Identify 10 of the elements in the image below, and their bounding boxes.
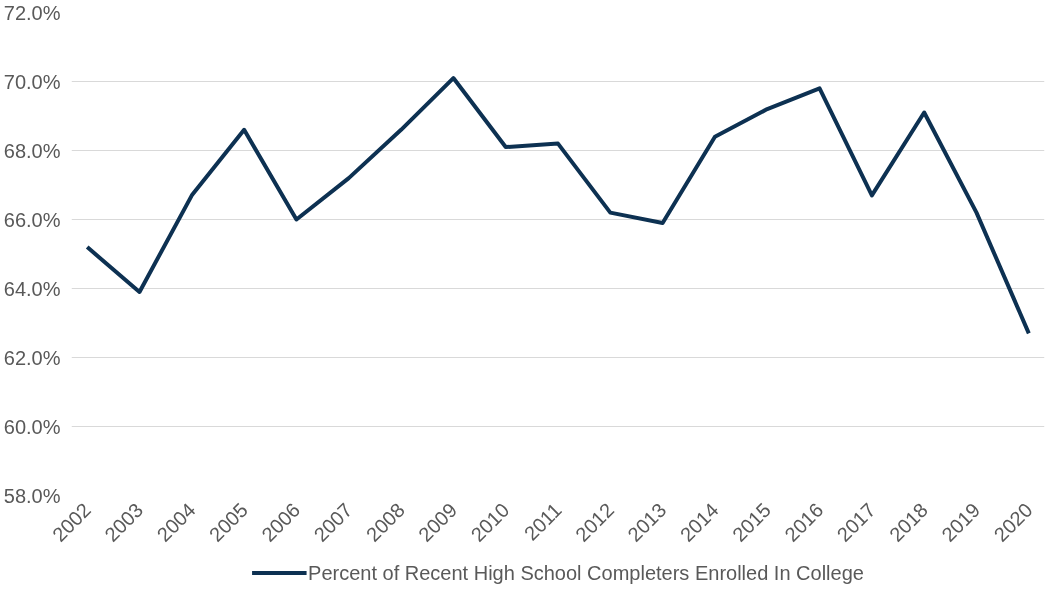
- y-tick-label: 66.0%: [3, 208, 61, 231]
- legend-label: Percent of Recent High School Completers Enrolled In College: [308, 561, 864, 584]
- y-tick-label: 58.0%: [3, 484, 61, 507]
- y-tick-label: 68.0%: [3, 139, 61, 162]
- y-tick-label: 60.0%: [3, 415, 61, 438]
- line-series: [85, 76, 1031, 336]
- y-tick-label: 62.0%: [3, 346, 61, 369]
- y-tick-label: 64.0%: [3, 277, 61, 300]
- y-tick-label: 72.0%: [3, 1, 61, 24]
- y-tick-label: 70.0%: [3, 70, 61, 93]
